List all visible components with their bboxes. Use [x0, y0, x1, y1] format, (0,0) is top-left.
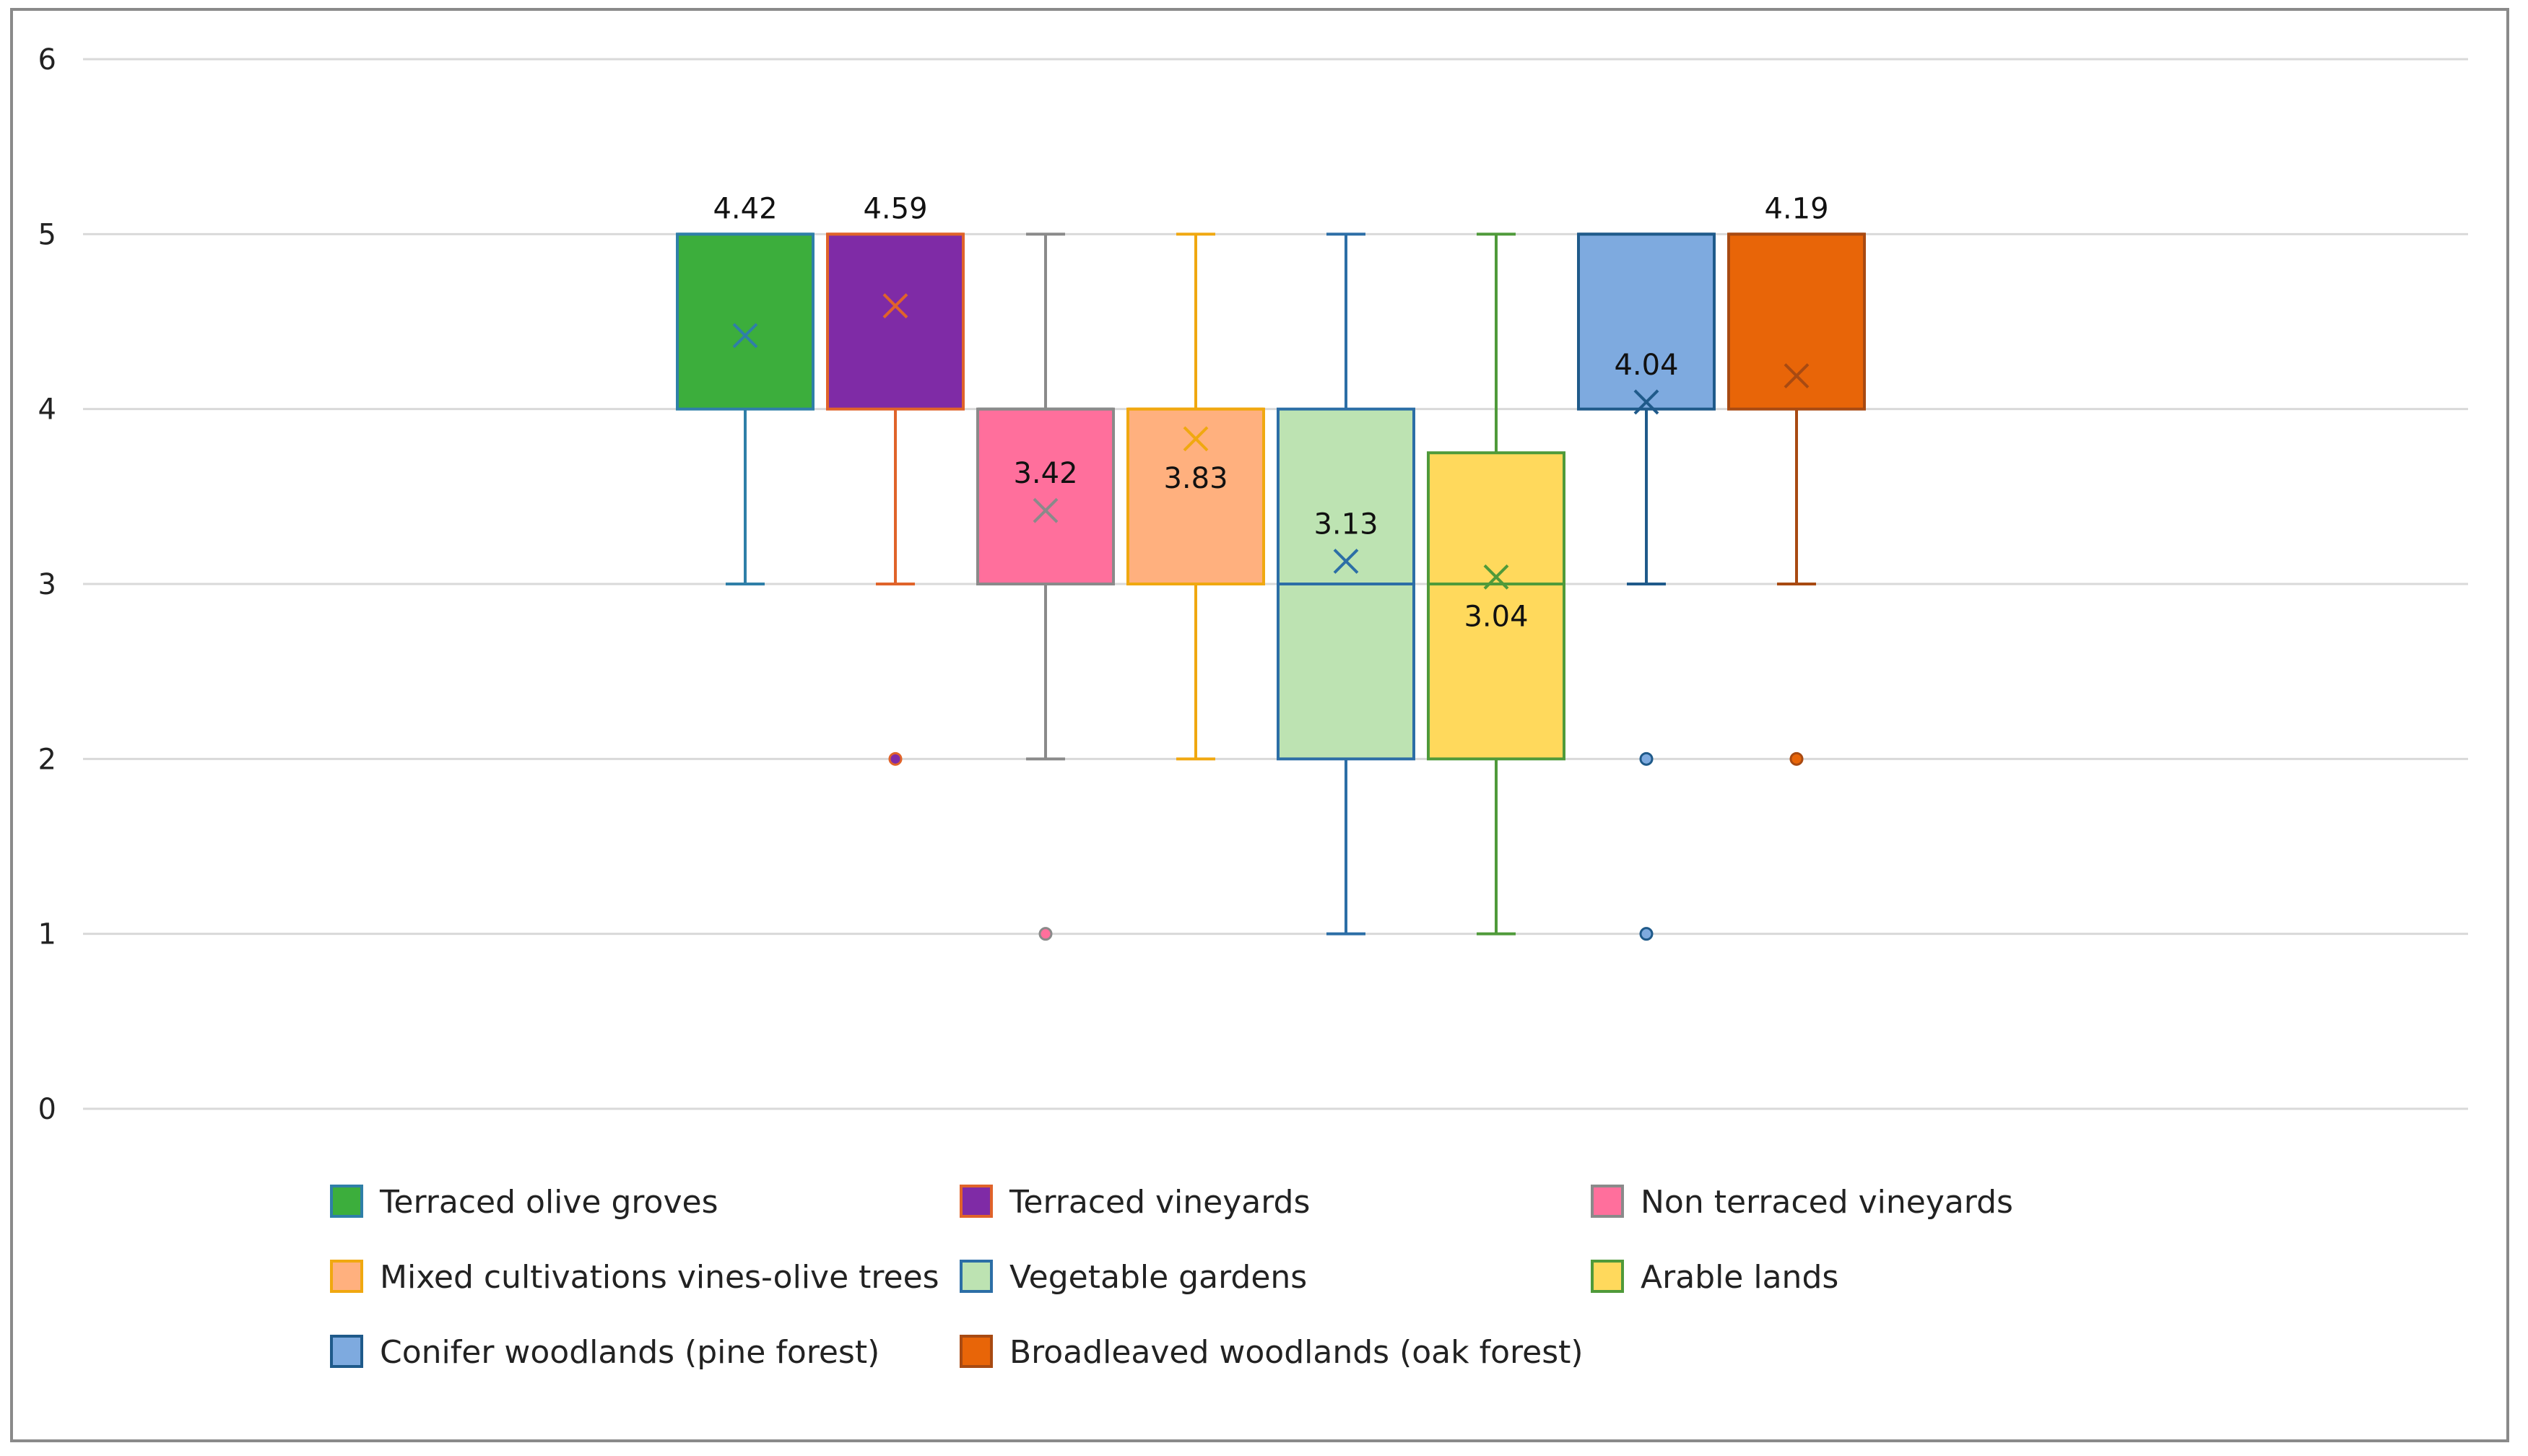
legend-label: Terraced vineyards: [1009, 1184, 1310, 1221]
box-vegetable-gardens: [1277, 232, 1415, 936]
legend-swatch: [330, 1260, 363, 1293]
box-body: [826, 232, 965, 411]
mean-label-vegetable-gardens: 3.13: [1313, 507, 1378, 541]
chart-frame: [10, 8, 2509, 1442]
legend-swatch: [1591, 1185, 1624, 1218]
mean-label-conifer-woodlands-pine-forest: 4.04: [1614, 349, 1678, 382]
legend-swatch: [330, 1335, 363, 1368]
mean-data-labels: 4.42 4.59 3.42 3.83 3.13 3.04 4.04 4.19: [713, 192, 1828, 633]
y-tick-label: 0: [38, 1093, 56, 1126]
box-body: [1427, 451, 1565, 761]
box-terraced-vineyards: [826, 232, 965, 766]
mean-marker: [882, 293, 908, 319]
legend: Terraced olive groves Terraced vineyards N…: [330, 1184, 2013, 1371]
box-terraced-olive-groves: [676, 232, 815, 585]
legend-item-terraced-olive-groves: Terraced olive groves: [330, 1184, 718, 1221]
legend-label: Broadleaved woodlands (oak forest): [1009, 1334, 1584, 1371]
legend-label: Conifer woodlands (pine forest): [380, 1334, 879, 1371]
legend-swatch: [330, 1185, 363, 1218]
legend-swatch: [960, 1335, 993, 1368]
box-body: [676, 232, 815, 411]
box-conifer-woodlands-pine-forest: [1577, 232, 1716, 941]
y-tick-label: 3: [38, 568, 56, 601]
box-arable-lands: [1427, 232, 1565, 936]
mean-marker: [1483, 564, 1509, 590]
outlier-point: [1639, 927, 1654, 941]
mean-marker: [1333, 549, 1359, 574]
gridlines: [83, 58, 2468, 1110]
legend-label: Mixed cultivations vines-olive trees: [380, 1259, 939, 1296]
mean-marker: [732, 323, 758, 349]
legend-label: Terraced olive groves: [379, 1184, 718, 1221]
mean-marker: [1033, 497, 1059, 523]
box-body: [976, 407, 1115, 586]
mean-label-mixed-cultivations-vines-olive-trees: 3.83: [1163, 462, 1228, 495]
legend-label: Non terraced vineyards: [1641, 1184, 2013, 1221]
box-non-terraced-vineyards: [976, 232, 1115, 941]
box-broadleaved-woodlands-oak-forest: [1727, 232, 1866, 766]
mean-label-terraced-olive-groves: 4.42: [713, 192, 777, 225]
y-tick-label: 2: [38, 743, 56, 776]
legend-item-vegetable-gardens: Vegetable gardens: [960, 1259, 1307, 1296]
legend-item-conifer-woodlands-pine-forest: Conifer woodlands (pine forest): [330, 1334, 879, 1371]
mean-label-broadleaved-woodlands-oak-forest: 4.19: [1764, 192, 1828, 225]
y-tick-label: 6: [38, 43, 56, 77]
y-tick-label: 4: [38, 393, 56, 427]
legend-item-non-terraced-vineyards: Non terraced vineyards: [1591, 1184, 2013, 1221]
outlier-point: [1639, 751, 1654, 766]
legend-item-terraced-vineyards: Terraced vineyards: [960, 1184, 1310, 1221]
outlier-point: [1038, 927, 1053, 941]
legend-swatch: [960, 1260, 993, 1293]
box-body: [1727, 232, 1866, 411]
box-series: [676, 232, 1866, 941]
legend-item-mixed-cultivations-vines-olive-trees: Mixed cultivations vines-olive trees: [330, 1259, 939, 1296]
legend-swatch: [960, 1185, 993, 1218]
outlier-point: [888, 751, 903, 766]
mean-label-terraced-vineyards: 4.59: [863, 192, 927, 225]
legend-item-arable-lands: Arable lands: [1591, 1259, 1838, 1296]
legend-label: Arable lands: [1641, 1259, 1838, 1296]
box-body: [1126, 407, 1265, 586]
mean-label-arable-lands: 3.04: [1464, 600, 1528, 633]
outlier-point: [1789, 751, 1804, 766]
mean-label-non-terraced-vineyards: 3.42: [1013, 457, 1077, 490]
y-tick-label: 1: [38, 918, 56, 951]
y-tick-label: 5: [38, 218, 56, 251]
mean-marker: [1633, 389, 1659, 415]
legend-label: Vegetable gardens: [1009, 1259, 1307, 1296]
mean-marker: [1183, 426, 1209, 452]
legend-swatch: [1591, 1260, 1624, 1293]
legend-item-broadleaved-woodlands-oak-forest: Broadleaved woodlands (oak forest): [960, 1334, 1584, 1371]
box-body: [1577, 232, 1716, 411]
y-axis-tick-labels: 0 1 2 3 4 5 6: [38, 43, 56, 1126]
mean-marker: [1784, 363, 1810, 389]
box-mixed-cultivations-vines-olive-trees: [1126, 232, 1265, 761]
